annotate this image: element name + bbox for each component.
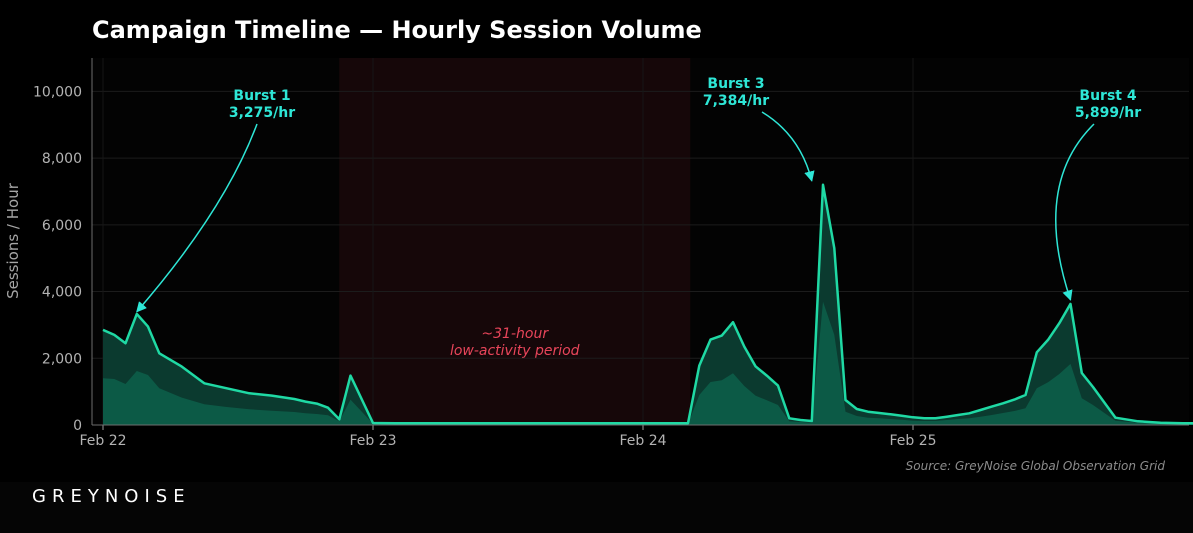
area-layer xyxy=(102,183,1193,425)
x-tick-label: Feb 23 xyxy=(349,433,396,449)
burst-annotation-value: 7,384/hr xyxy=(703,93,769,109)
footer-bar xyxy=(0,482,1193,533)
burst-annotation-value: 3,275/hr xyxy=(229,105,295,121)
y-tick-label: 2,000 xyxy=(42,351,82,367)
greynoise-logo: GREYNOISE xyxy=(32,486,191,507)
y-tick-label: 4,000 xyxy=(42,285,82,301)
burst-annotation-arrow xyxy=(1055,123,1095,301)
burst-annotation-arrow xyxy=(761,111,815,182)
subset-area xyxy=(103,301,1193,425)
x-tick-label: Feb 24 xyxy=(619,433,666,449)
y-tick-label: 0 xyxy=(73,418,82,434)
burst-annotation-arrow xyxy=(136,123,258,313)
burst-annotation-value: 5,899/hr xyxy=(1075,105,1141,121)
y-tick-label: 8,000 xyxy=(42,151,82,167)
source-note: Source: GreyNoise Global Observation Gri… xyxy=(906,459,1166,473)
y-tick-label: 10,000 xyxy=(33,84,82,100)
low-activity-label-line1: ~31-hour xyxy=(481,326,549,342)
annotation-layer: Burst 13,275/hr Burst 37,384/hr Burst 45,8… xyxy=(136,76,1141,313)
low-activity-region xyxy=(339,58,691,425)
burst-annotation-title: Burst 1 xyxy=(233,88,290,104)
y-axis-label: Sessions / Hour xyxy=(4,182,22,299)
axis-layer: 0 2,000 4,000 6,000 8,000 10,000 Feb 22 Feb 23 F… xyxy=(33,58,1189,449)
burst-annotation-title: Burst 3 xyxy=(707,76,764,92)
burst-annotation-title: Burst 4 xyxy=(1079,88,1136,104)
chart-title: Campaign Timeline — Hourly Session Volum… xyxy=(92,16,702,44)
x-tick-label: Feb 25 xyxy=(889,433,936,449)
x-tick-label: Feb 22 xyxy=(79,433,126,449)
y-tick-label: 6,000 xyxy=(42,218,82,234)
total-sessions-line xyxy=(102,183,1193,425)
low-activity-label-line2: low-activity period xyxy=(450,343,580,359)
